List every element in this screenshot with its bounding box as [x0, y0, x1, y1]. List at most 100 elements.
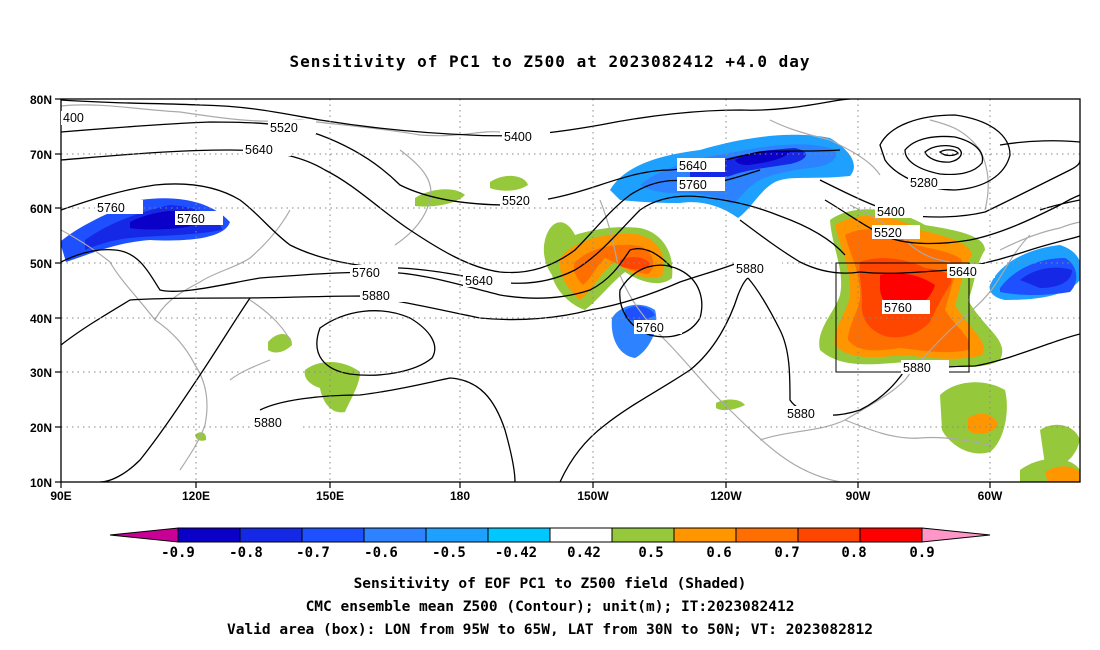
colorbar-label: 0.7	[774, 545, 799, 561]
lat-label: 80N	[30, 93, 52, 107]
contour-label: 5880	[734, 261, 782, 276]
colorbar-swatch	[239, 527, 303, 543]
contour-label: 5760	[634, 320, 682, 335]
lon-label: 150W	[577, 489, 609, 503]
svg-text:5520: 5520	[270, 121, 298, 135]
contour-label: 5760	[882, 300, 930, 315]
captions: Sensitivity of EOF PC1 to Z500 field (Sh…	[227, 576, 873, 638]
svg-text:5760: 5760	[636, 321, 664, 335]
map-area: 400 5520 5640 5400 5520 5640 5760 5760 5…	[30, 93, 1081, 503]
colorbar-swatch	[859, 527, 923, 543]
lat-label: 40N	[30, 312, 52, 326]
contour-label: 5400	[502, 129, 550, 144]
contour-label: 5760	[95, 200, 143, 215]
colorbar-label: -0.7	[296, 545, 330, 561]
colorbar-swatch	[301, 527, 365, 543]
svg-text:5520: 5520	[502, 194, 530, 208]
colorbar-swatch	[549, 527, 613, 543]
lon-label: 120E	[182, 489, 210, 503]
colorbar-labels: -0.9 -0.8 -0.7 -0.6 -0.5 -0.42 0.42 0.5 …	[161, 545, 935, 561]
lon-label: 90W	[846, 489, 871, 503]
svg-text:5760: 5760	[177, 212, 205, 226]
colorbar: -0.9 -0.8 -0.7 -0.6 -0.5 -0.42 0.42 0.5 …	[109, 527, 991, 561]
lat-label: 10N	[30, 476, 52, 490]
colorbar-swatch	[797, 527, 861, 543]
colorbar-label: -0.42	[495, 545, 537, 561]
colorbar-label: -0.9	[161, 545, 195, 561]
colorbar-swatch	[109, 527, 179, 543]
figure-title: Sensitivity of PC1 to Z500 at 2023082412…	[289, 52, 810, 71]
svg-text:5520: 5520	[874, 226, 902, 240]
contour-labels: 400 5520 5640 5400 5520 5640 5760 5760 5…	[61, 111, 995, 430]
colorbar-swatches	[109, 527, 991, 543]
contour-label: 5760	[677, 177, 725, 192]
contour-label: 5640	[947, 264, 995, 279]
contour-label: 5520	[500, 193, 548, 208]
colorbar-label: -0.6	[364, 545, 398, 561]
colorbar-swatch	[487, 527, 551, 543]
contour-label: 5760	[350, 265, 398, 280]
svg-text:5400: 5400	[504, 130, 532, 144]
lat-label: 70N	[30, 148, 52, 162]
contour-label: 5880	[252, 415, 300, 430]
colorbar-label: -0.8	[229, 545, 263, 561]
lon-label: 180	[450, 489, 470, 503]
svg-text:400: 400	[63, 111, 84, 125]
svg-text:5880: 5880	[736, 262, 764, 276]
colorbar-swatch	[921, 527, 991, 543]
contour-label: 5640	[243, 142, 291, 157]
contour-label: 5280	[908, 175, 956, 190]
contour-label: 5640	[463, 273, 511, 288]
contour-label: 5760	[175, 211, 223, 226]
colorbar-label: 0.42	[567, 545, 601, 561]
svg-text:5880: 5880	[903, 361, 931, 375]
colorbar-swatch	[611, 527, 675, 543]
caption-line: Sensitivity of EOF PC1 to Z500 field (Sh…	[354, 576, 747, 592]
colorbar-swatch	[363, 527, 427, 543]
svg-text:5880: 5880	[787, 407, 815, 421]
colorbar-swatch	[673, 527, 737, 543]
longitude-labels: 90E 120E 150E 180 150W 120W 90W 60W	[50, 489, 1003, 503]
lon-label: 60W	[978, 489, 1003, 503]
svg-text:5760: 5760	[884, 301, 912, 315]
axis-ticks	[55, 98, 991, 488]
svg-text:5760: 5760	[97, 201, 125, 215]
svg-text:5880: 5880	[254, 416, 282, 430]
svg-text:5880: 5880	[362, 289, 390, 303]
svg-text:5760: 5760	[352, 266, 380, 280]
svg-text:5760: 5760	[679, 178, 707, 192]
svg-text:5640: 5640	[465, 274, 493, 288]
colorbar-swatch	[425, 527, 489, 543]
svg-text:5640: 5640	[245, 143, 273, 157]
contour-label: 5880	[360, 288, 408, 303]
contour-label: 5880	[901, 360, 949, 375]
graticule	[61, 99, 1080, 482]
caption-line: Valid area (box): LON from 95W to 65W, L…	[227, 622, 873, 638]
sensitivity-shading	[61, 134, 1080, 482]
colorbar-swatch	[177, 527, 241, 543]
map-frame	[60, 98, 1081, 483]
colorbar-label: -0.5	[432, 545, 466, 561]
contour-label: 5520	[872, 225, 920, 240]
colorbar-swatch	[735, 527, 799, 543]
lat-label: 60N	[30, 202, 52, 216]
lon-label: 90E	[50, 489, 71, 503]
svg-text:5280: 5280	[910, 176, 938, 190]
lat-label: 20N	[30, 421, 52, 435]
svg-text:5400: 5400	[877, 205, 905, 219]
lon-label: 150E	[316, 489, 344, 503]
svg-text:5640: 5640	[679, 159, 707, 173]
contour-label: 400	[61, 111, 95, 125]
colorbar-label: 0.6	[706, 545, 731, 561]
lon-label: 120W	[710, 489, 742, 503]
caption-line: CMC ensemble mean Z500 (Contour); unit(m…	[306, 599, 795, 615]
colorbar-label: 0.5	[638, 545, 663, 561]
contour-label: 5520	[268, 120, 316, 135]
contour-label: 5640	[677, 158, 725, 173]
colorbar-label: 0.9	[909, 545, 934, 561]
svg-text:5640: 5640	[949, 265, 977, 279]
latitude-labels: 80N 70N 60N 50N 40N 30N 20N 10N	[30, 93, 52, 490]
lat-label: 50N	[30, 257, 52, 271]
contour-label: 5400	[875, 204, 923, 219]
